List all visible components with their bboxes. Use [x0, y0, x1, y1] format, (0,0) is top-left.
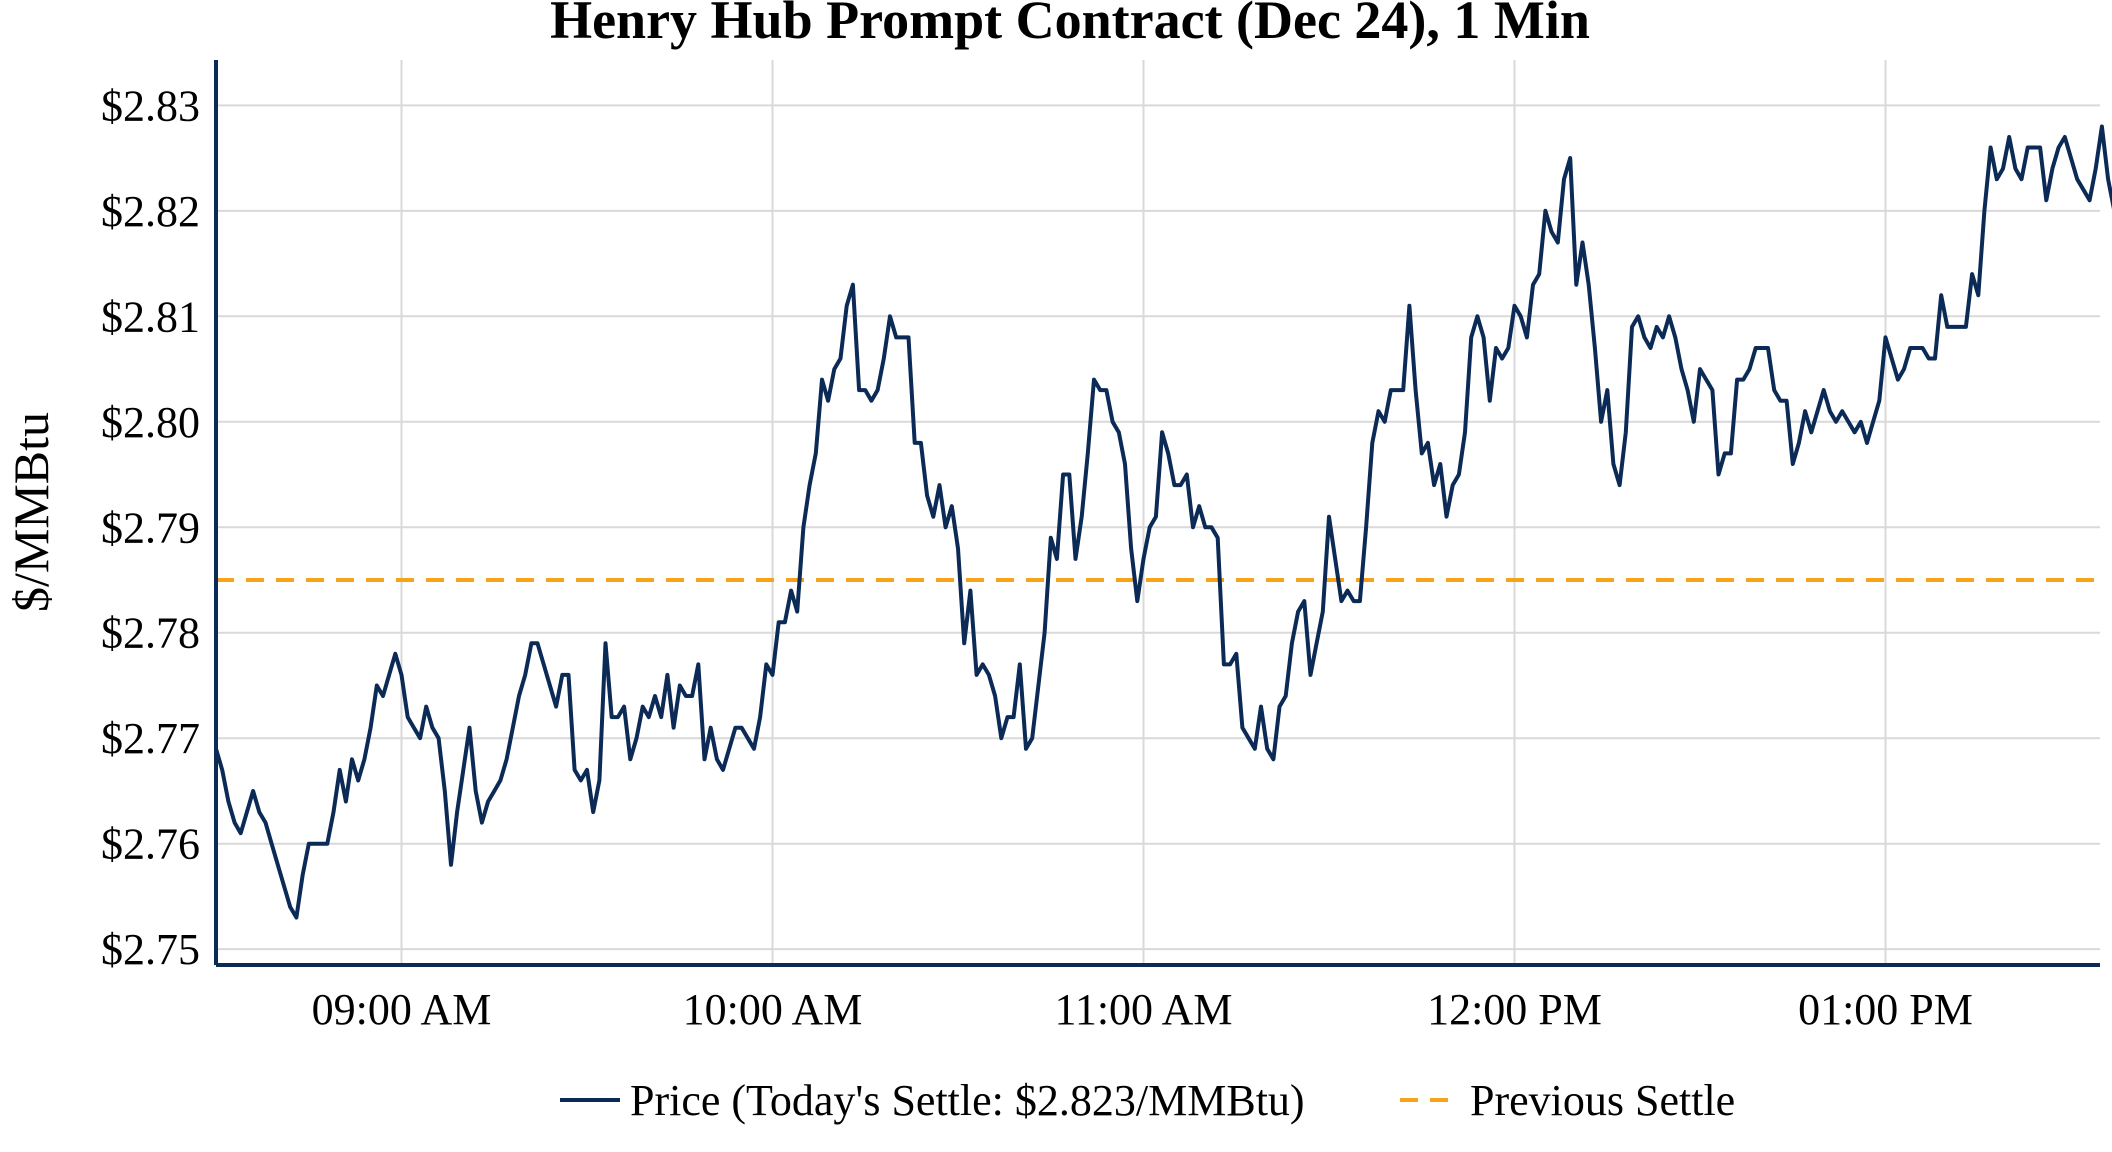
x-tick-labels: 09:00 AM 10:00 AM 11:00 AM 12:00 PM 01:00 PM [312, 985, 1973, 1034]
x-tick-label: 10:00 AM [683, 985, 863, 1034]
axes [214, 60, 2100, 967]
gridlines [216, 60, 2100, 965]
y-tick-label: $2.83 [101, 81, 200, 130]
legend-label-price: Price (Today's Settle: $2.823/MMBtu) [630, 1076, 1305, 1125]
y-tick-label: $2.76 [101, 820, 200, 869]
y-tick-label: $2.77 [101, 714, 200, 763]
legend: Price (Today's Settle: $2.823/MMBtu) Pre… [560, 1076, 1735, 1125]
y-tick-label: $2.75 [101, 925, 200, 974]
series-lines [214, 124, 2112, 920]
x-tick-label: 01:00 PM [1798, 985, 1973, 1034]
x-tick-label: 09:00 AM [312, 985, 492, 1034]
x-tick-label: 12:00 PM [1427, 985, 1602, 1034]
chart-title: Henry Hub Prompt Contract (Dec 24), 1 Mi… [550, 0, 1590, 50]
y-tick-label: $2.82 [101, 187, 200, 236]
y-axis-label: $/MMBtu [3, 412, 59, 612]
y-tick-label: $2.78 [101, 609, 200, 658]
legend-label-previous-settle: Previous Settle [1470, 1076, 1735, 1125]
price-line [214, 124, 2112, 920]
y-tick-label: $2.81 [101, 292, 200, 341]
y-tick-label: $2.80 [101, 398, 200, 447]
x-tick-label: 11:00 AM [1054, 985, 1232, 1034]
y-tick-labels: $2.75 $2.76 $2.77 $2.78 $2.79 $2.80 $2.81 $2.82… [101, 81, 200, 974]
y-tick-label: $2.79 [101, 503, 200, 552]
